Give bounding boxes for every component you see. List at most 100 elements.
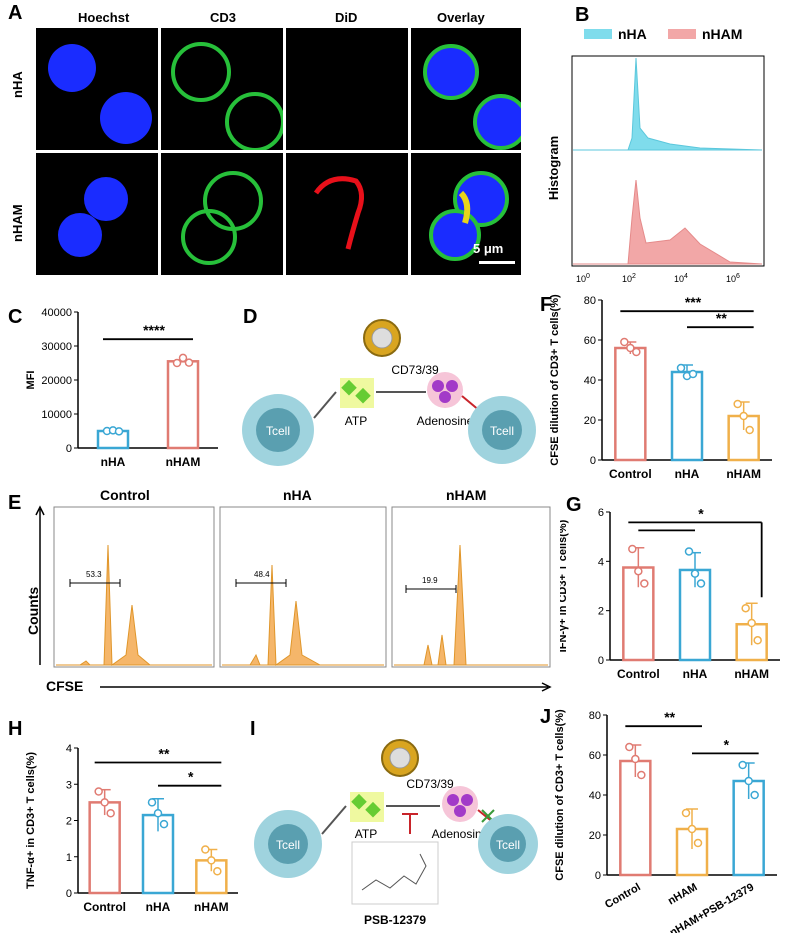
x-tick-label: nHA xyxy=(683,667,708,681)
y-tick-label: 60 xyxy=(584,335,596,347)
image-nham-hoechst xyxy=(36,153,158,275)
scale-bar-label: 5 μm xyxy=(473,241,504,256)
y-tick-label: 0 xyxy=(595,870,601,882)
y-tick-label: 10000 xyxy=(41,409,72,421)
chart-g: 0 2 4 6 IFN-γ+ in CD3+ T cells(%) Control nHA n… xyxy=(560,505,780,681)
y-tick-label: 4 xyxy=(66,743,72,755)
x-tick-label: Control xyxy=(603,881,643,911)
legend-label-nham: nHAM xyxy=(702,26,742,42)
data-point xyxy=(684,547,694,556)
flow-title-control: Control xyxy=(100,487,150,503)
x-tick-label: nHA xyxy=(146,900,171,914)
tcell-left-icon-i xyxy=(254,810,322,878)
y-tick-label: 80 xyxy=(589,710,601,722)
tick-b-2: 102 xyxy=(622,273,636,284)
data-point xyxy=(213,867,222,876)
image-nha-hoechst xyxy=(36,28,158,150)
image-nha-did xyxy=(286,28,408,150)
flow-title-nha: nHA xyxy=(283,487,312,503)
sig-label: * xyxy=(724,736,730,752)
y-tick-label: 6 xyxy=(598,507,604,519)
y-tick-label: 60 xyxy=(589,750,601,762)
gate-control: 53.3 xyxy=(86,570,102,579)
sig-label: *** xyxy=(685,294,702,310)
chart-j: 0 20 40 60 80 CFSE dilution of CD3+ T cells(%… xyxy=(554,709,777,933)
adenosine-icon xyxy=(427,372,463,408)
tick-b-6: 106 xyxy=(726,273,740,284)
panel-label-f: F xyxy=(540,294,553,316)
panel-label-d: D xyxy=(243,306,258,328)
x-tick-label: nHAM xyxy=(726,467,761,481)
atp-icon xyxy=(340,378,374,408)
data-point xyxy=(631,754,640,764)
scale-bar xyxy=(479,261,515,264)
data-point xyxy=(640,579,649,588)
data-point xyxy=(693,838,703,848)
y-axis-label: IFN-γ+ in CD3+ T cells(%) xyxy=(560,519,569,652)
y-tick-label: 20 xyxy=(584,415,596,427)
data-point xyxy=(632,347,641,357)
row-label-nha: nHA xyxy=(10,71,25,98)
panel-e-flow: Counts 53.3 48.4 19.9 CFSE xyxy=(25,505,552,694)
image-nha-overlay xyxy=(411,28,521,150)
panel-d-schematic: Tcell ATP CD73/39 Adenosine Tcell xyxy=(242,319,536,466)
sig-label: **** xyxy=(143,322,165,338)
bar-nHAM xyxy=(166,360,200,450)
enzyme-label-i: CD73/39 xyxy=(406,777,454,791)
sig-label: * xyxy=(698,505,704,521)
data-point xyxy=(207,856,216,865)
flow-hist-nham xyxy=(394,544,548,666)
y-tick-label: 40 xyxy=(589,790,601,802)
x-tick-label: Control xyxy=(617,667,660,681)
chart-f: 0 20 40 60 80 CFSE dilution of CD3+ T cells(%… xyxy=(549,294,772,481)
x-tick-label: nHAM xyxy=(194,900,229,914)
y-tick-label: 0 xyxy=(590,455,596,467)
data-point xyxy=(747,618,756,628)
data-point xyxy=(634,566,643,576)
panel-b-histogram: nHA nHAM Histogram 100 102 104 106 xyxy=(546,26,765,284)
panel-b-ylabel: Histogram xyxy=(546,136,561,200)
x-tick-label: nHA xyxy=(101,455,126,469)
sig-label: ** xyxy=(664,709,675,725)
data-point xyxy=(733,399,742,409)
data-point xyxy=(681,808,691,818)
flow-ylabel: Counts xyxy=(25,587,41,635)
data-point xyxy=(184,358,194,367)
x-tick-label: Control xyxy=(609,467,652,481)
inhibitor-label: PSB-12379 xyxy=(364,913,426,927)
data-point xyxy=(626,343,635,353)
chart-h: 0 1 2 3 4 TNF-α+ in CD3+ T cells(%) Control nHA… xyxy=(25,743,238,914)
tcell-left-label-i: Tcell xyxy=(276,838,300,852)
flow-title-nham: nHAM xyxy=(446,487,487,503)
data-point xyxy=(676,363,686,373)
tcell-right-icon xyxy=(468,396,536,464)
y-tick-label: 1 xyxy=(66,852,72,864)
panel-label-h: H xyxy=(8,718,23,740)
image-nha-cd3 xyxy=(161,28,283,150)
col-header-hoechst: Hoechst xyxy=(78,10,130,25)
sig-label: ** xyxy=(716,310,727,326)
bar-Control xyxy=(88,801,121,895)
nanoparticle-icon-i xyxy=(381,739,419,777)
y-tick-label: 20 xyxy=(589,830,601,842)
data-point xyxy=(114,427,124,436)
data-point xyxy=(690,569,700,578)
data-point xyxy=(739,411,748,421)
data-point xyxy=(94,787,103,796)
y-tick-label: 0 xyxy=(66,443,72,455)
y-tick-label: 2 xyxy=(66,816,72,828)
image-nham-cd3 xyxy=(161,153,283,275)
flow-xlabel: CFSE xyxy=(46,678,83,694)
data-point xyxy=(637,770,646,780)
panel-i-schematic: Tcell ATP CD73/39 Adenosine Tcell PSB-12… xyxy=(254,739,538,927)
tcell-left-label: Tcell xyxy=(266,424,290,438)
data-point xyxy=(687,824,697,834)
col-header-overlay: Overlay xyxy=(437,10,485,25)
bar-nHA xyxy=(670,370,704,462)
y-tick-label: 0 xyxy=(66,888,72,900)
y-tick-label: 3 xyxy=(66,779,72,791)
data-point xyxy=(628,544,637,554)
atp-label-i: ATP xyxy=(355,827,377,841)
y-tick-label: 30000 xyxy=(41,341,72,353)
bar-Control xyxy=(619,759,652,877)
